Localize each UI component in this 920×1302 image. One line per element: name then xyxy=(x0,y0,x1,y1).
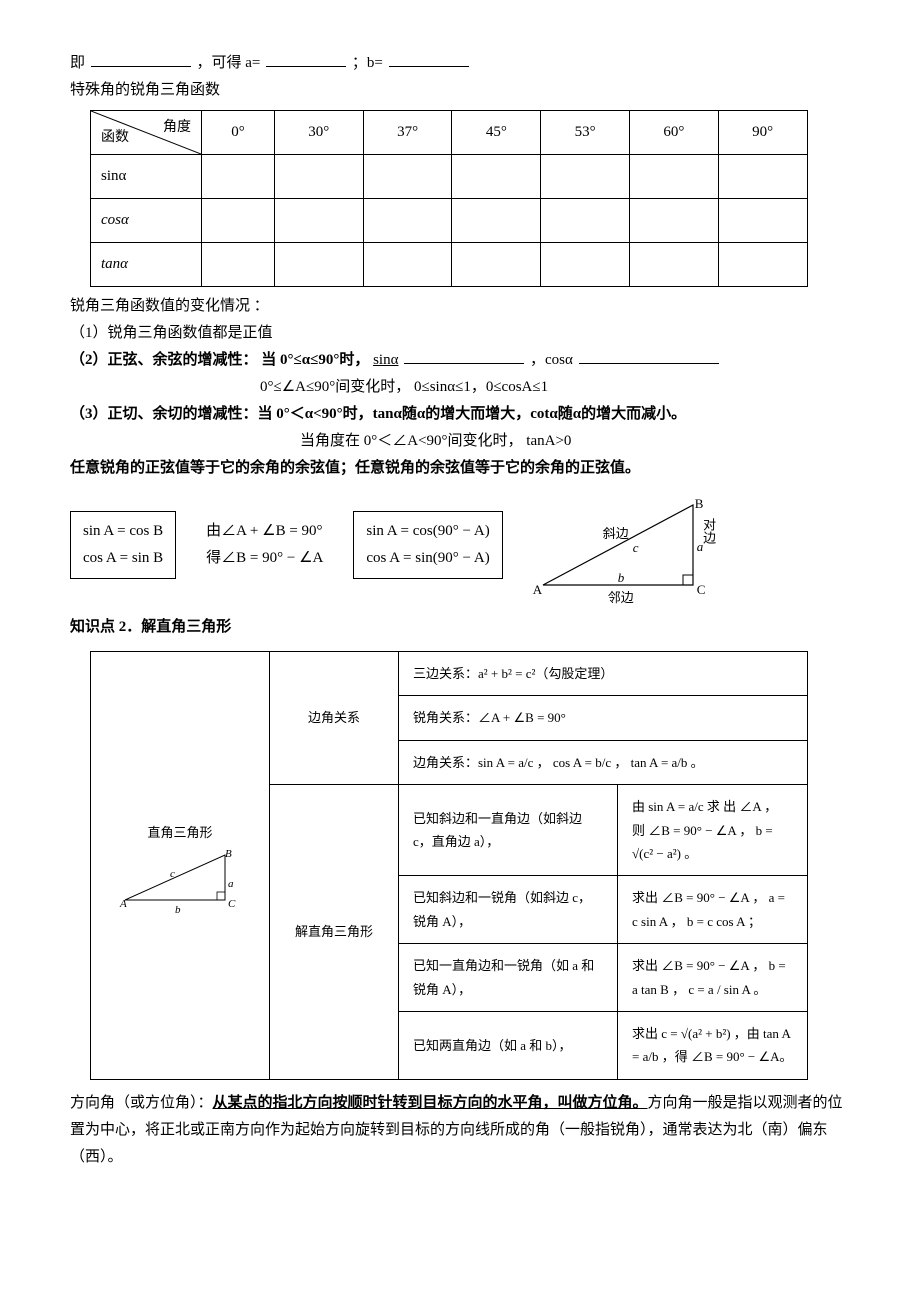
table-header-row: 角度 函数 0° 30° 37° 45° 53° 60° 90° xyxy=(91,111,808,155)
row4r: 求出 ∠B = 90° − ∠A ， b = a tan B ， c = a /… xyxy=(618,944,808,1012)
row2r: 由 sin A = a/c 求 出 ∠A ， 则 ∠B = 90° − ∠A ，… xyxy=(618,785,808,876)
change-3: （3）正切、余切的增减性：当 0°＜α<90°时，tanα随α的增大而增大，co… xyxy=(70,401,850,428)
angle-cell: 37° xyxy=(363,111,452,155)
row3l: 已知斜边和一锐角（如斜边 c，锐角 A）， xyxy=(399,876,618,944)
angle-cell: 60° xyxy=(629,111,718,155)
mid: ，可得 a= xyxy=(197,55,261,71)
prefix: 即 xyxy=(70,55,85,71)
label-hyp: 斜边 xyxy=(603,522,629,545)
table-row: 直角三角形 A B C c a b 边角关系 三边关系：a² + b² = c²… xyxy=(91,652,808,696)
box2-l1: sin A = cos(90° − A) xyxy=(366,518,489,545)
label-B: B xyxy=(695,492,704,515)
mid-l2: 得∠B = 90° − ∠A xyxy=(206,545,323,572)
cofunc-title: 任意锐角的正弦值等于它的余角的余弦值；任意锐角的余弦值等于它的余角的正弦值。 xyxy=(70,455,850,482)
sin-text: sinα xyxy=(373,352,398,368)
row3r: 求出 ∠B = 90° − ∠A ， a = c sin A ， b = c c… xyxy=(618,876,808,944)
angle-cell: 0° xyxy=(202,111,275,155)
func-cell: cosα xyxy=(91,199,202,243)
diag-header-cell: 角度 函数 xyxy=(91,111,202,155)
blank-1 xyxy=(91,66,191,67)
change-title: 锐角三角函数值的变化情况 ： xyxy=(70,293,850,320)
blank-sin xyxy=(404,363,524,364)
solve-left-label: 直角三角形 xyxy=(105,821,255,844)
blank-b xyxy=(389,66,469,67)
blank-a xyxy=(266,66,346,67)
change-3-line2: 当角度在 0°＜∠A<90°间变化时， tanA>0 xyxy=(300,428,850,455)
small-triangle-icon: A B C c a b xyxy=(120,845,240,910)
change-1: （1）锐角三角函数值都是正值 xyxy=(70,320,850,347)
func-cell: tanα xyxy=(91,243,202,287)
row1a: 三边关系：a² + b² = c²（勾股定理） xyxy=(399,652,808,696)
angle-cell: 90° xyxy=(718,111,807,155)
solve-table: 直角三角形 A B C c a b 边角关系 三边关系：a² + b² = c²… xyxy=(90,651,808,1080)
table-row: sinα xyxy=(91,155,808,199)
box-1: sin A = cos B cos A = sin B xyxy=(70,511,176,579)
triangle-diagram: A B C 斜边 c a 对边 b 邻边 xyxy=(533,490,713,600)
label-c: c xyxy=(633,536,639,559)
angle-label: 角度 xyxy=(163,115,191,140)
fill-in-line: 即 ，可得 a= ；b= xyxy=(70,50,850,77)
row1b: 锐角关系：∠A + ∠B = 90° xyxy=(399,696,808,740)
box1-l1: sin A = cos B xyxy=(83,518,163,545)
func-cell: sinα xyxy=(91,155,202,199)
row2l: 已知斜边和一直角边（如斜边 c，直角边 a）， xyxy=(399,785,618,876)
table-row: tanα xyxy=(91,243,808,287)
change-2-pre: （2）正弦、余弦的增减性： 当 0°≤α≤90°时， xyxy=(70,352,369,368)
sep: ；b= xyxy=(352,55,383,71)
heading-special: 特殊角的锐角三角函数 xyxy=(70,77,850,104)
solve-left-cell: 直角三角形 A B C c a b xyxy=(91,652,270,1080)
label-adj: 邻边 xyxy=(608,586,634,609)
row5r: 求出 c = √(a² + b²) ，由 tan A = a/b ，得 ∠B =… xyxy=(618,1011,808,1079)
mid-l1: 由∠A + ∠B = 90° xyxy=(206,518,323,545)
dir-pre: 方向角（或方位角）： xyxy=(70,1095,213,1111)
angle-cell: 30° xyxy=(274,111,363,155)
row5l: 已知两直角边（如 a 和 b）， xyxy=(399,1011,618,1079)
table-row: cosα xyxy=(91,199,808,243)
trig-table: 角度 函数 0° 30° 37° 45° 53° 60° 90° sinα co… xyxy=(90,110,808,287)
box-2: sin A = cos(90° − A) cos A = sin(90° − A… xyxy=(353,511,502,579)
row1c: 边角关系：sin A = a/c ， cos A = b/c ， tan A =… xyxy=(399,740,808,784)
solve-mid-1: 边角关系 xyxy=(270,652,399,785)
change-2: （2）正弦、余弦的增减性： 当 0°≤α≤90°时， sinα ，cosα xyxy=(70,347,850,374)
direction-paragraph: 方向角（或方位角）：从某点的指北方向按顺时针转到目标方向的水平角，叫做方位角。方… xyxy=(70,1090,850,1171)
cofunc-row: sin A = cos B cos A = sin B 由∠A + ∠B = 9… xyxy=(70,490,850,600)
angle-cell: 45° xyxy=(452,111,541,155)
blank-cos xyxy=(579,363,719,364)
change-2-line2: 0°≤∠A≤90°间变化时， 0≤sinα≤1，0≤cosA≤1 xyxy=(260,374,850,401)
kp2-title: 知识点 2．解直角三角形 xyxy=(70,614,850,641)
label-A: A xyxy=(533,578,542,601)
cos-text: ，cosα xyxy=(530,352,573,368)
row4l: 已知一直角边和一锐角（如 a 和锐角 A）， xyxy=(399,944,618,1012)
solve-mid-2: 解直角三角形 xyxy=(270,785,399,1080)
label-C: C xyxy=(697,578,706,601)
box1-l2: cos A = sin B xyxy=(83,545,163,572)
dir-under: 从某点的指北方向按顺时针转到目标方向的水平角，叫做方位角。 xyxy=(213,1095,648,1111)
mid-text: 由∠A + ∠B = 90° 得∠B = 90° − ∠A xyxy=(206,518,323,572)
angle-cell: 53° xyxy=(541,111,630,155)
label-opp: 对边 xyxy=(697,518,720,544)
box2-l2: cos A = sin(90° − A) xyxy=(366,545,489,572)
func-label: 函数 xyxy=(101,125,129,150)
